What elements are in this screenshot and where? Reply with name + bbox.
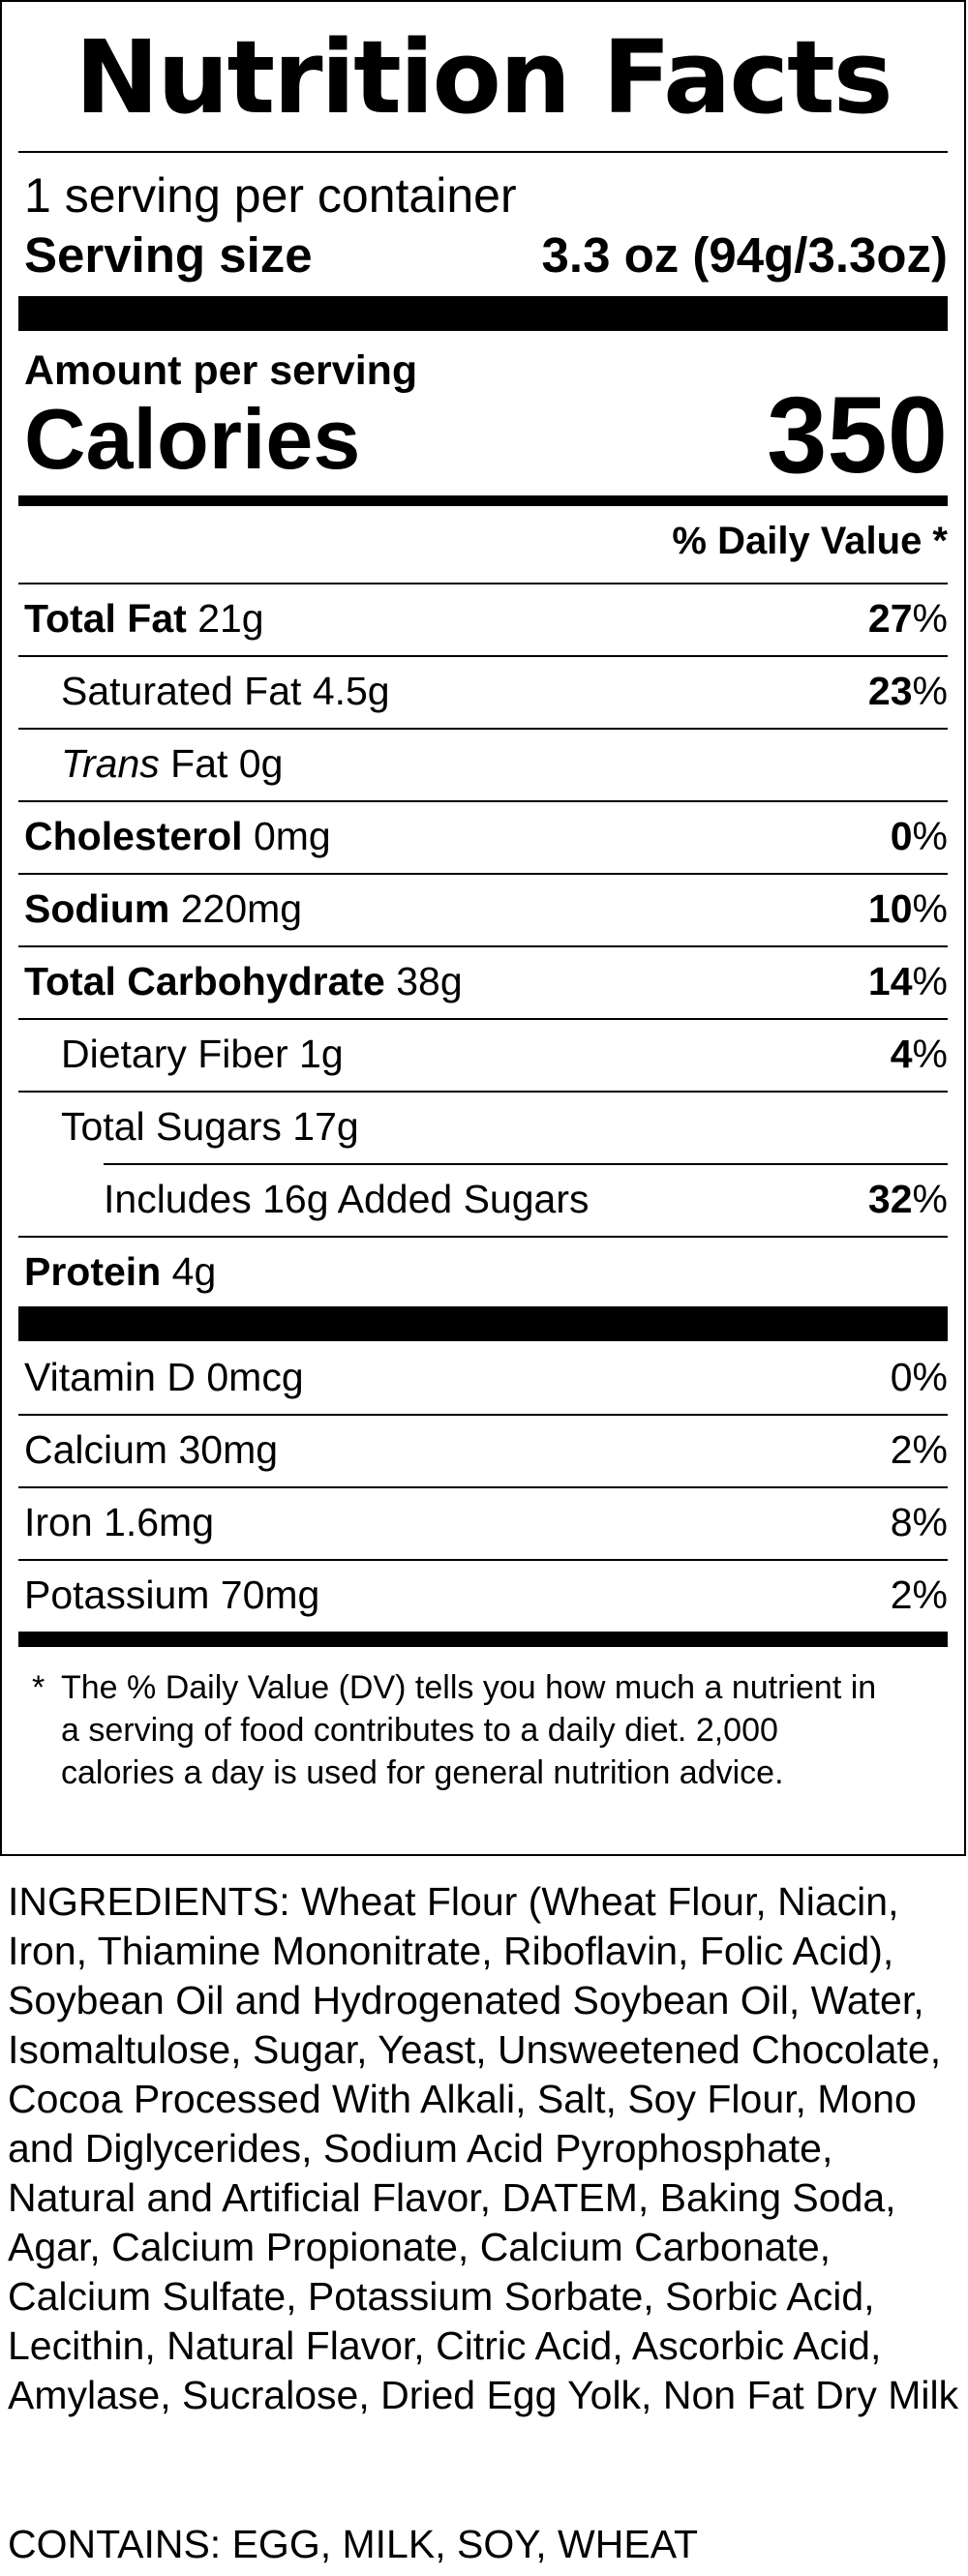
vitamin-row-vitamin-d: Vitamin D 0mcg 0% bbox=[18, 1341, 948, 1414]
vitamin-name: Calcium 30mg bbox=[24, 1427, 279, 1472]
vitamin-name: Potassium 70mg bbox=[24, 1573, 320, 1617]
nutrient-name: Protein 4g bbox=[24, 1249, 217, 1294]
nutrient-percent: 4% bbox=[890, 1032, 948, 1076]
nutrient-percent: 14% bbox=[867, 959, 948, 1003]
servings-per-container: 1 serving per container bbox=[24, 168, 517, 223]
serving-size-label: Serving size bbox=[24, 227, 313, 283]
nutrient-row-total-carbohydrate: Total Carbohydrate 38g 14% bbox=[18, 945, 948, 1018]
nutrient-name: Dietary Fiber 1g bbox=[61, 1032, 344, 1076]
nutrient-percent: 0% bbox=[890, 814, 948, 858]
nutrient-percent: 10% bbox=[867, 886, 948, 931]
vitamin-name: Vitamin D 0mcg bbox=[24, 1355, 304, 1399]
nutrient-percent: 27% bbox=[867, 596, 948, 641]
nutrient-name: Total Sugars 17g bbox=[61, 1104, 359, 1149]
nutrient-row-sodium: Sodium 220mg 10% bbox=[18, 873, 948, 945]
ingredients-list: INGREDIENTS: Wheat Flour (Wheat Flour, N… bbox=[8, 1879, 959, 2417]
allergen-statement: CONTAINS: EGG, MILK, SOY, WHEAT bbox=[8, 2522, 699, 2566]
serving-size-value: 3.3 oz (94g/3.3oz) bbox=[541, 227, 948, 283]
nutrient-row-dietary-fiber: Dietary Fiber 1g 4% bbox=[18, 1018, 948, 1091]
divider bbox=[18, 1414, 948, 1416]
vitamin-percent: 2% bbox=[890, 1427, 948, 1472]
divider bbox=[18, 1486, 948, 1488]
divider bbox=[18, 151, 948, 153]
vitamin-percent: 2% bbox=[890, 1573, 948, 1617]
divider bbox=[18, 1559, 948, 1561]
nutrient-row-total-fat: Total Fat 21g 27% bbox=[18, 583, 948, 655]
nutrient-row-protein: Protein 4g bbox=[18, 1236, 948, 1308]
thick-divider bbox=[18, 296, 948, 331]
vitamin-percent: 0% bbox=[890, 1355, 948, 1399]
nutrient-name: Saturated Fat 4.5g bbox=[61, 669, 390, 713]
nutrient-row-trans-fat: Trans Fat 0g bbox=[18, 728, 948, 800]
calories-label: Calories bbox=[24, 391, 361, 487]
nutrient-percent: 23% bbox=[867, 669, 948, 713]
daily-value-footnote: The % Daily Value (DV) tells you how muc… bbox=[61, 1669, 877, 1791]
vitamin-name: Iron 1.6mg bbox=[24, 1500, 214, 1544]
medium-divider bbox=[18, 1632, 948, 1647]
medium-divider bbox=[18, 495, 948, 506]
nutrient-name: Includes 16g Added Sugars bbox=[104, 1177, 590, 1221]
nutrient-name: Sodium 220mg bbox=[24, 886, 303, 931]
nutrient-row-saturated-fat: Saturated Fat 4.5g 23% bbox=[18, 655, 948, 728]
vitamin-row-calcium: Calcium 30mg 2% bbox=[18, 1414, 948, 1486]
vitamin-row-iron: Iron 1.6mg 8% bbox=[18, 1486, 948, 1559]
nutrition-facts-panel: Nutrition Facts 1 serving per container … bbox=[0, 0, 966, 1856]
nutrient-name: Trans Fat 0g bbox=[61, 741, 284, 786]
thick-divider bbox=[18, 1306, 948, 1341]
nutrient-row-cholesterol: Cholesterol 0mg 0% bbox=[18, 800, 948, 873]
vitamin-percent: 8% bbox=[890, 1500, 948, 1544]
nutrient-name: Cholesterol 0mg bbox=[24, 814, 331, 858]
nutrient-name: Total Fat 21g bbox=[24, 596, 264, 641]
panel-title: Nutrition Facts bbox=[75, 18, 892, 136]
daily-value-header: % Daily Value * bbox=[672, 520, 948, 562]
footnote-asterisk: * bbox=[32, 1669, 45, 1706]
nutrient-row-total-sugars: Total Sugars 17g bbox=[18, 1091, 948, 1163]
amount-per-serving: Amount per serving bbox=[24, 347, 418, 394]
calories-value: 350 bbox=[767, 374, 948, 495]
nutrient-row-added-sugars: Includes 16g Added Sugars 32% bbox=[104, 1163, 948, 1236]
nutrient-percent: 32% bbox=[867, 1177, 948, 1221]
vitamin-row-potassium: Potassium 70mg 2% bbox=[18, 1559, 948, 1632]
nutrient-name: Total Carbohydrate 38g bbox=[24, 959, 463, 1003]
